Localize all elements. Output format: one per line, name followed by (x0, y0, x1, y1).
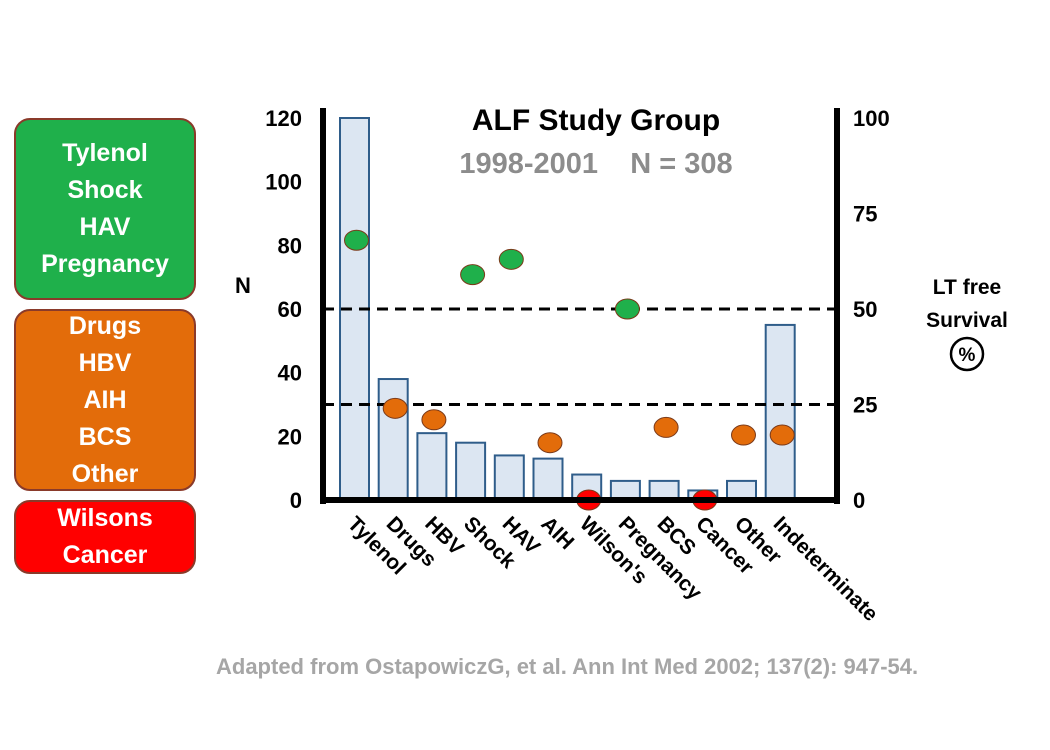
bar-hav (493, 454, 525, 501)
y-tick-label: 20 (278, 424, 302, 449)
legend-group-1: Tylenol Shock HAV Pregnancy (14, 118, 196, 300)
chart-title: ALF Study Group (472, 104, 720, 137)
y2-tick-label: 75 (853, 202, 877, 227)
legend-item: Drugs (68, 311, 142, 340)
legend-item: Wilsons (57, 504, 153, 532)
survival-point (498, 248, 524, 270)
survival-point (382, 397, 408, 419)
y-tick-label: 0 (290, 488, 302, 513)
legend-item: BCS (78, 422, 132, 451)
survival-point (460, 264, 486, 286)
bar-aih (532, 457, 564, 502)
y2-tick-label: 100 (853, 106, 890, 131)
y-tick-label: 120 (265, 106, 302, 131)
y2-tick-label: 0 (853, 488, 865, 513)
legend-item: Other (71, 459, 139, 488)
y-axis-label: N (235, 273, 251, 298)
legend-item: HBV (78, 348, 132, 377)
bar-indeterminate (764, 323, 796, 501)
bar-shock (455, 441, 487, 502)
percent-circle (949, 336, 985, 372)
legend-item: HAV (79, 213, 131, 241)
survival-point (731, 424, 756, 446)
bar-hbv (416, 432, 448, 501)
y2-axis-label: Survival (926, 309, 1008, 332)
x-tick-label: Indeterminate (769, 512, 883, 626)
source-footnote: Adapted from OstapowiczG, et al. Ann Int… (216, 654, 919, 679)
survival-point (421, 409, 447, 431)
legend-item: Pregnancy (41, 250, 169, 278)
survival-point (537, 432, 563, 454)
y2-tick-label: 50 (853, 297, 877, 322)
y-tick-label: 40 (278, 361, 302, 386)
y2-tick-label: 25 (853, 393, 877, 418)
legend-item: AIH (83, 385, 127, 414)
survival-point (769, 424, 795, 446)
x-tick-label: AIH (536, 512, 578, 554)
survival-point (653, 416, 679, 438)
legend-group-3: Wilsons Cancer (14, 500, 196, 574)
chart-subtitle: 1998-2001 N = 308 (459, 148, 732, 180)
survival-point (614, 298, 640, 320)
bar-drugs (377, 378, 409, 501)
legend-item: Shock (67, 176, 143, 204)
y-tick-label: 100 (265, 170, 302, 195)
y-tick-label: 80 (278, 233, 302, 258)
y2-unit-label: % (959, 345, 976, 366)
y2-axis-label: LT free (933, 276, 1001, 299)
y-tick-label: 60 (278, 297, 302, 322)
legend-group-2: Drugs HBV AIH BCS Other (14, 309, 196, 491)
legend-item: Tylenol (62, 139, 148, 167)
survival-point (344, 229, 369, 251)
legend-item: Cancer (62, 541, 148, 569)
